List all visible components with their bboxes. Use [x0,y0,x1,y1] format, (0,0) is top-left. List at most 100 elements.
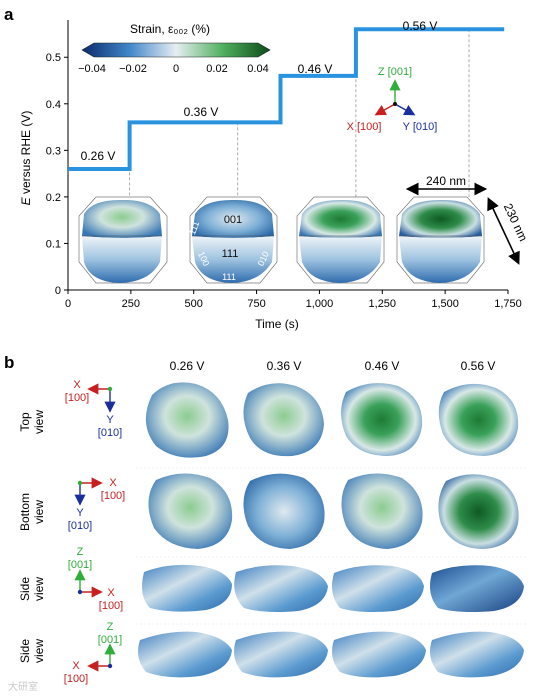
axis-origin [77,480,83,486]
x-ticks: 0 250 500 750 1,000 1,250 1,500 1,750 [65,290,522,310]
y-ticks: 0 0.1 0.2 0.3 0.4 0.5 [46,52,68,297]
row-side-view-1: Side view Z [001] X [100] [18,546,524,612]
y-tick-label: 0.4 [46,99,61,111]
colorbar-tick: 0.04 [247,63,268,75]
z-axis-name: Z [77,546,84,558]
particle-bottom-view [438,474,519,549]
x-tick-label: 750 [247,298,265,310]
y-axis-dir: [010] [68,520,92,532]
column-label: 0.36 V [267,359,302,373]
row-label-line1: Top [18,412,32,432]
particle-bottom-view [148,473,233,549]
particle-side-view [138,631,232,678]
z-label: Z [001] [378,66,412,78]
x-tick-label: 1,750 [494,298,522,310]
scale-label: 230 nm [501,201,531,243]
particle-0p26 [78,196,168,284]
x-axis-dir: [100] [65,392,89,404]
z-axis-dir: [001] [98,634,122,646]
z-axis-dir: [001] [68,559,92,571]
particle-lower-face [82,236,162,283]
colorbar: Strain, ε₀₀₂ (%) −0.04 −0.02 0 0.02 0.04 [78,22,271,75]
y-tick-label: 0.3 [46,145,61,157]
colorbar-tick: 0.02 [206,63,227,75]
x-tick-label: 250 [122,298,140,310]
particle-top-face [299,199,382,238]
panel-a-axes [67,20,508,291]
x-axis-dir: [100] [64,673,88,685]
particle-side-view [142,564,232,612]
facet-label: 001 [224,214,242,226]
y-axis-label-rest: versus RHE (V) [19,111,33,198]
colorbar-tick: −0.04 [78,63,106,75]
particle-top-view [438,383,519,456]
row-label-line2: view [32,410,46,434]
facet-label: 111 [187,220,201,236]
step-label: 0.56 V [403,19,438,33]
x-axis-label: Time (s) [255,317,299,331]
x-tick-label: 500 [185,298,203,310]
axis-origin [77,589,83,595]
x-label: X [100] [347,121,382,133]
y-axis-label: E versus RHE (V) [19,111,33,206]
y-axis-dir: [010] [98,427,122,439]
step-label: 0.26 V [81,149,116,163]
potential-step-series [68,27,505,171]
scale-bar-230 [487,197,520,265]
row-label-line1: Bottom [18,493,32,531]
particle-top-view [145,382,229,458]
particle-lower-face [299,236,382,283]
row-label-line2: view [32,639,46,663]
particle-side-view [430,631,524,678]
colorbar-tick: 0 [173,63,179,75]
y-tick-label: 0.5 [46,52,61,64]
x-tick-label: 1,000 [306,298,334,310]
particle-bottom-view [341,473,423,549]
row-label-line1: Side [18,577,32,601]
x-tick-label: 1,250 [369,298,397,310]
y-tick-label: 0.1 [46,238,61,250]
particle-top-view [243,383,324,457]
particle-0p46 [296,196,385,284]
x-axis-name: X [107,587,115,599]
scale-label: 240 nm [426,174,466,188]
y-axis-name: Y [106,414,114,426]
row-label-line2: view [32,577,46,601]
panel-a-letter: a [4,5,14,24]
y-axis-name: Y [76,507,84,519]
particle-0p56 [396,196,485,284]
y-tick-label: 0 [55,285,61,297]
column-label: 0.46 V [365,359,400,373]
facet-label: 111 [222,272,236,282]
colorbar-bar [81,42,271,58]
panel-b-letter: b [4,353,14,372]
x-tick-label: 0 [65,298,71,310]
particle-0p36: 001 111 111 100 010 111 [187,196,278,284]
row-label-line2: view [32,500,46,524]
facet-label: 111 [222,248,239,260]
particle-top-face [82,199,162,238]
potential-step-line [68,27,505,171]
x-axis-dir: [100] [101,490,125,502]
particle-side-view [234,631,328,678]
row-bottom-view: Bottom view X [100] Y [010] [18,473,519,549]
particle-side-view [332,565,424,612]
crystal-axes-triad: Z [001] X [100] Y [010] [347,66,438,133]
x-axis-name: X [72,660,80,672]
x-axis-dir: [100] [99,600,123,612]
y-axis-label-italic: E [19,196,33,205]
row-top-view: Top view X [100] Y [010] [18,379,519,458]
column-label: 0.26 V [170,359,205,373]
y-arrow [394,103,416,116]
column-label: 0.56 V [461,359,496,373]
particle-side-view [430,565,524,612]
y-label: Y [010] [403,121,438,133]
particle-side-view [332,631,426,678]
z-axis-name: Z [107,621,114,633]
particle-top-view [341,383,423,456]
row-label-line1: Side [18,639,32,663]
x-tick-label: 1,500 [431,298,459,310]
axis-origin [107,386,113,392]
particle-bottom-view [243,473,325,549]
